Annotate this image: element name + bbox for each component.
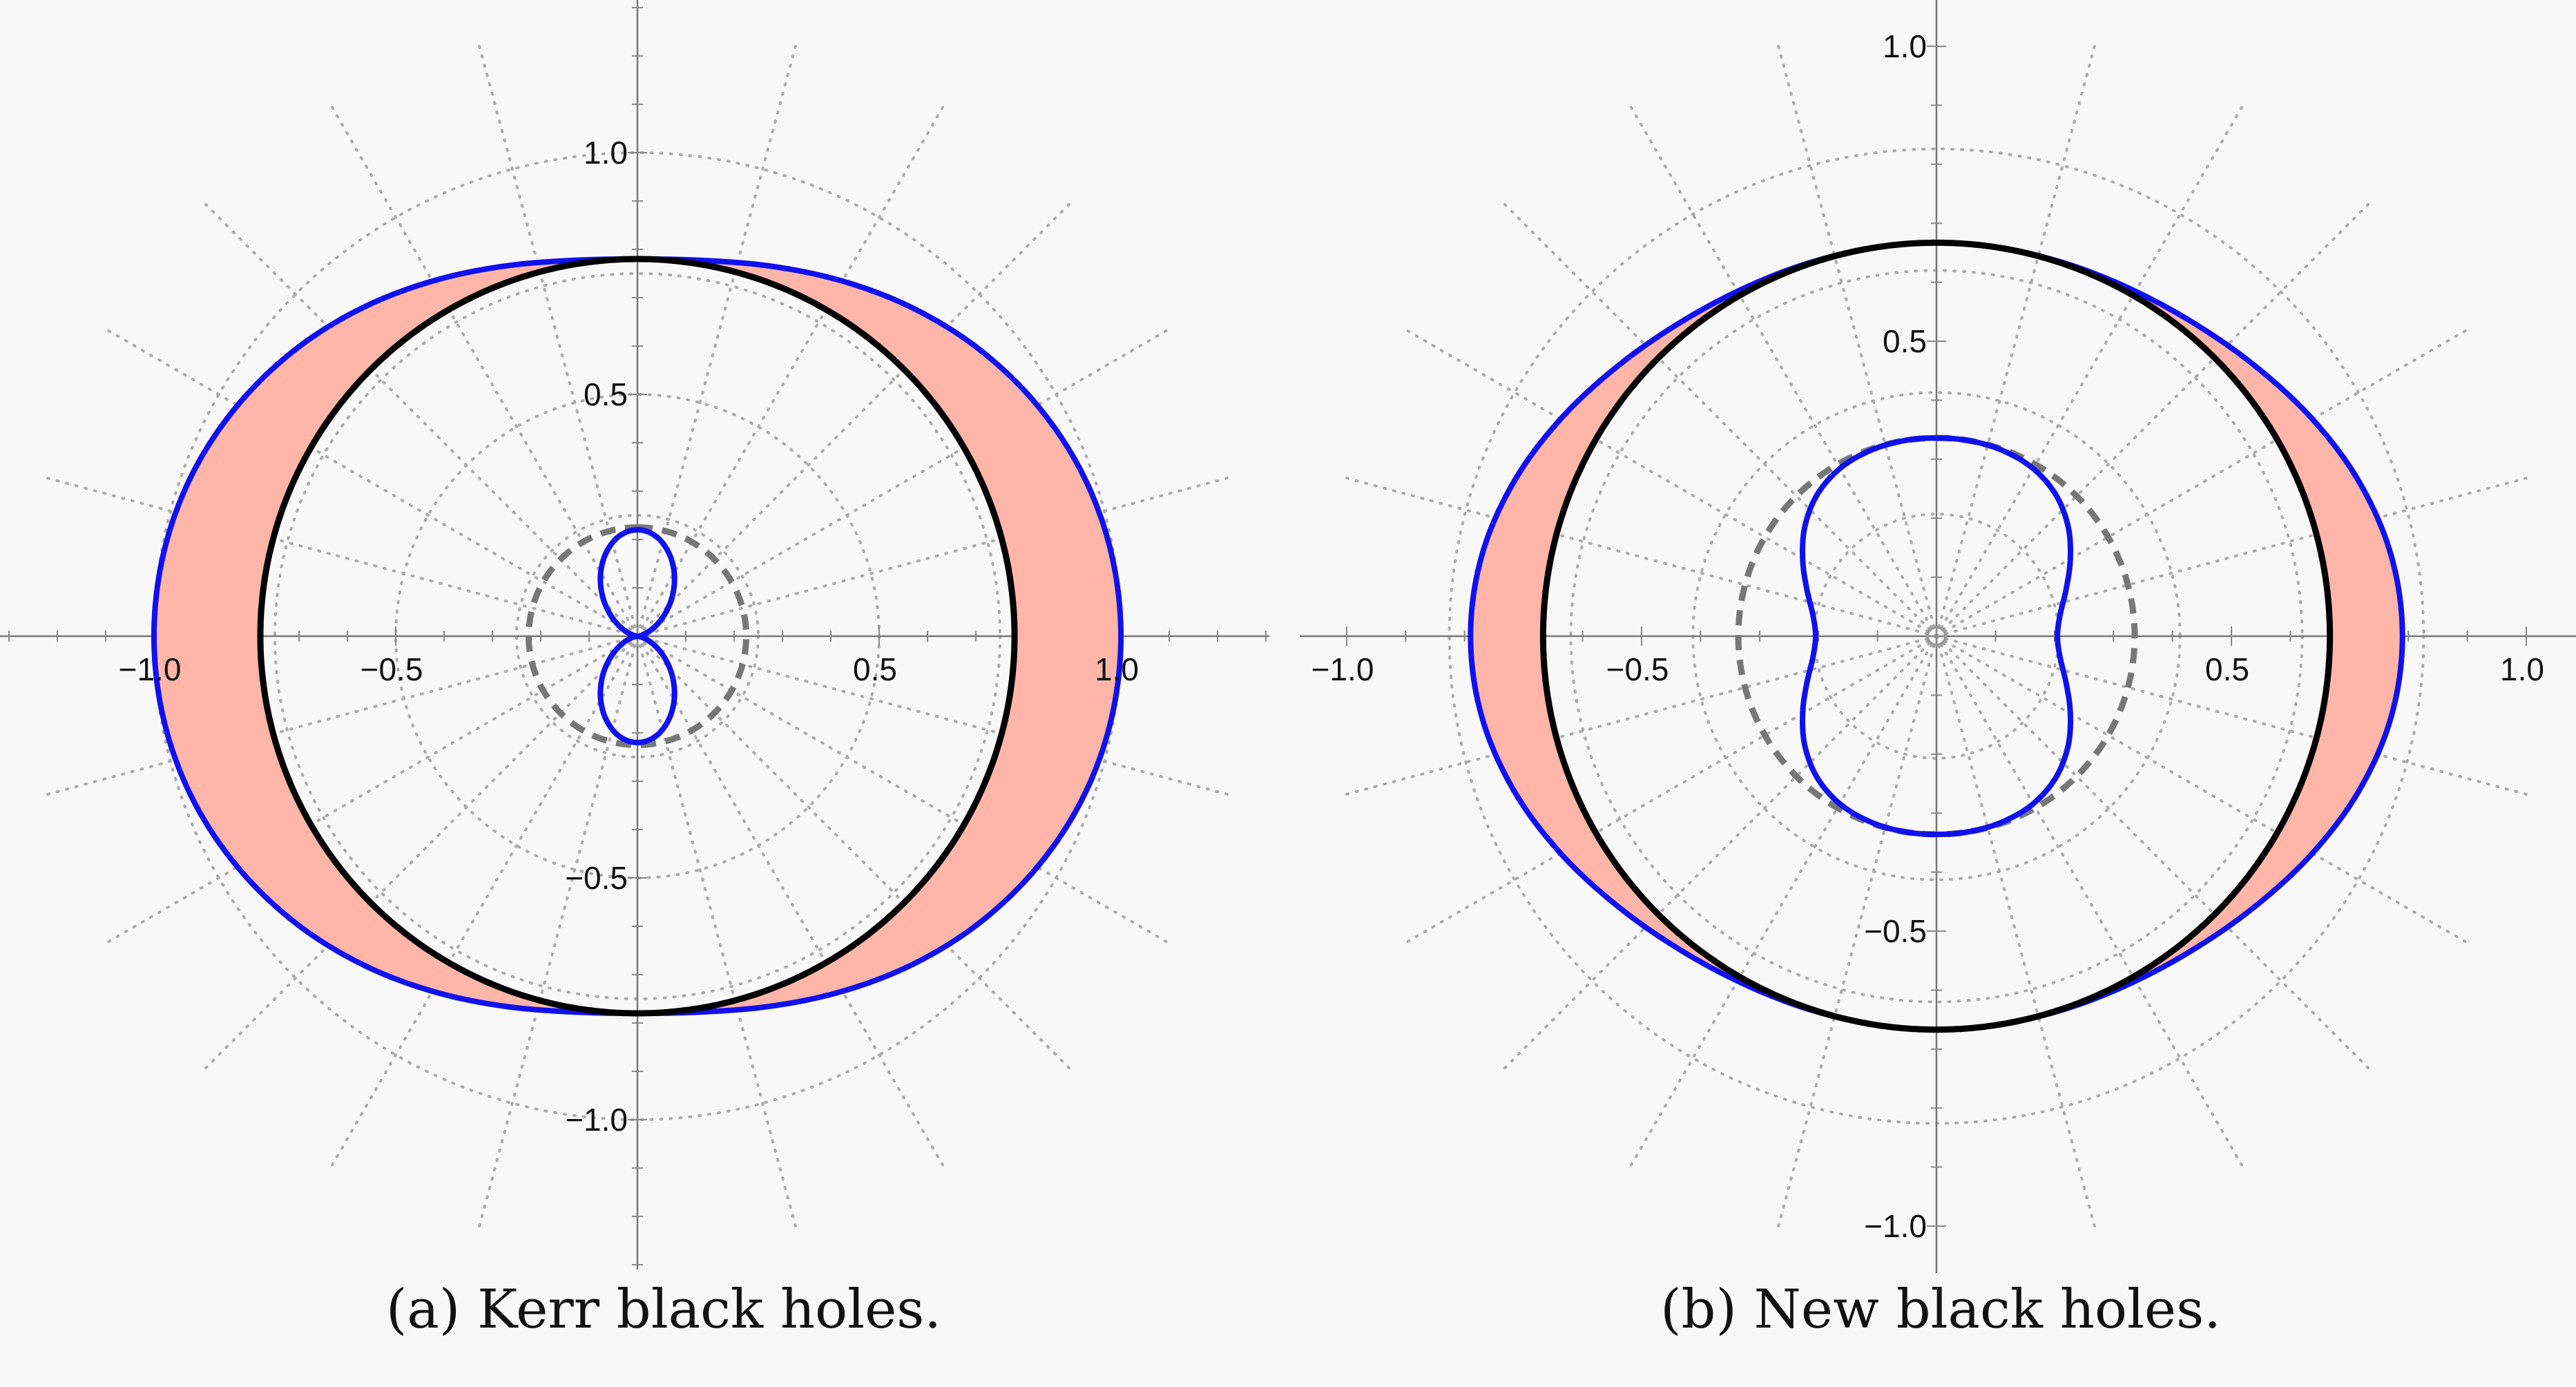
- x-tick-label: −0.5: [1606, 651, 1669, 687]
- grid-radial-line: [636, 635, 946, 1169]
- grid-radial-line: [636, 200, 1073, 638]
- plot-kerr: −1.0 −0.5 0.5 1.0 1.0 0.5 −0.5 −1.0: [0, 0, 1269, 1270]
- grid-radial-line: [1935, 327, 2470, 638]
- grid-radial-line: [1403, 635, 1938, 945]
- grid-radial-line: [329, 635, 639, 1169]
- grid-radial-line: [1343, 635, 1938, 796]
- grid-radial-line: [1501, 200, 1938, 638]
- grid-radial-line: [1935, 42, 2097, 638]
- grid-radial-line: [636, 41, 798, 638]
- grid-radial-line: [1343, 476, 1938, 638]
- x-tick-label: −1.0: [1311, 651, 1374, 687]
- grid-radial-line: [1935, 635, 2097, 1230]
- y-tick-label: −1.0: [565, 1102, 628, 1138]
- grid-radial-line: [202, 635, 639, 1072]
- grid-radial-line: [636, 327, 1171, 638]
- series-curve-1: [1539, 239, 2334, 1033]
- grid-radial-line: [1935, 635, 2470, 945]
- x-tick-label: 1.0: [2500, 651, 2544, 687]
- grid-radial-line: [329, 103, 639, 638]
- x-tick-label: 0.5: [2205, 651, 2249, 687]
- x-tick-label: −1.0: [119, 651, 182, 687]
- grid-radial-line: [636, 635, 1232, 797]
- series-curve-3: [1800, 435, 2073, 837]
- grid-radial-line: [636, 635, 1073, 1072]
- grid-radial-line: [104, 327, 639, 638]
- x-tick-label: 0.5: [853, 651, 897, 687]
- y-tick-label: 0.5: [1883, 323, 1927, 359]
- grid-radial-line: [1776, 635, 1938, 1230]
- grid-radial-line: [1501, 635, 1938, 1072]
- y-tick-label: −0.5: [1864, 913, 1927, 949]
- grid-radial-line: [202, 200, 639, 638]
- origin-marker: [1926, 626, 1947, 647]
- grid-radial-line: [1935, 103, 2245, 638]
- y-tick-label: 0.5: [584, 376, 628, 412]
- grid-radial-line: [477, 41, 639, 638]
- grid-radial-line: [43, 475, 639, 638]
- grid-radial-line: [1935, 635, 2245, 1169]
- grid-radial-line: [1628, 635, 1938, 1169]
- x-tick-label: −0.5: [361, 651, 423, 687]
- grid-radial-line: [636, 635, 1171, 945]
- series-curve-3: [597, 527, 677, 745]
- y-tick-label: 1.0: [1883, 28, 1927, 64]
- series-curve-1: [257, 256, 1018, 1017]
- grid-radial-line: [104, 635, 639, 945]
- y-tick-label: 1.0: [584, 135, 628, 171]
- y-tick-label: −0.5: [565, 860, 628, 896]
- grid-radial-line: [1935, 635, 2530, 796]
- y-tick-label: −1.0: [1864, 1208, 1927, 1244]
- grid-radial-line: [636, 103, 946, 638]
- plot-new: −1.0 −0.5 0.5 1.0 1.0 0.5 −0.5 −1.0: [1300, 0, 2576, 1273]
- grid-radial-line: [636, 635, 798, 1231]
- grid-radial-line: [1403, 327, 1938, 638]
- grid-radial-line: [43, 635, 639, 797]
- grid-radial-line: [1776, 42, 1938, 638]
- caption-b: (b) New black holes.: [1660, 1279, 2221, 1341]
- series-curve-2: [526, 524, 749, 748]
- x-tick-label: 1.0: [1095, 651, 1139, 687]
- grid-radial-line: [1628, 103, 1938, 638]
- grid-radial-line: [1935, 635, 2372, 1072]
- grid-radial-line: [1935, 200, 2372, 638]
- grid-radial-line: [1935, 476, 2530, 638]
- grid-radial-line: [636, 475, 1232, 638]
- caption-a: (a) Kerr black holes.: [386, 1279, 941, 1341]
- grid-radial-line: [477, 635, 639, 1231]
